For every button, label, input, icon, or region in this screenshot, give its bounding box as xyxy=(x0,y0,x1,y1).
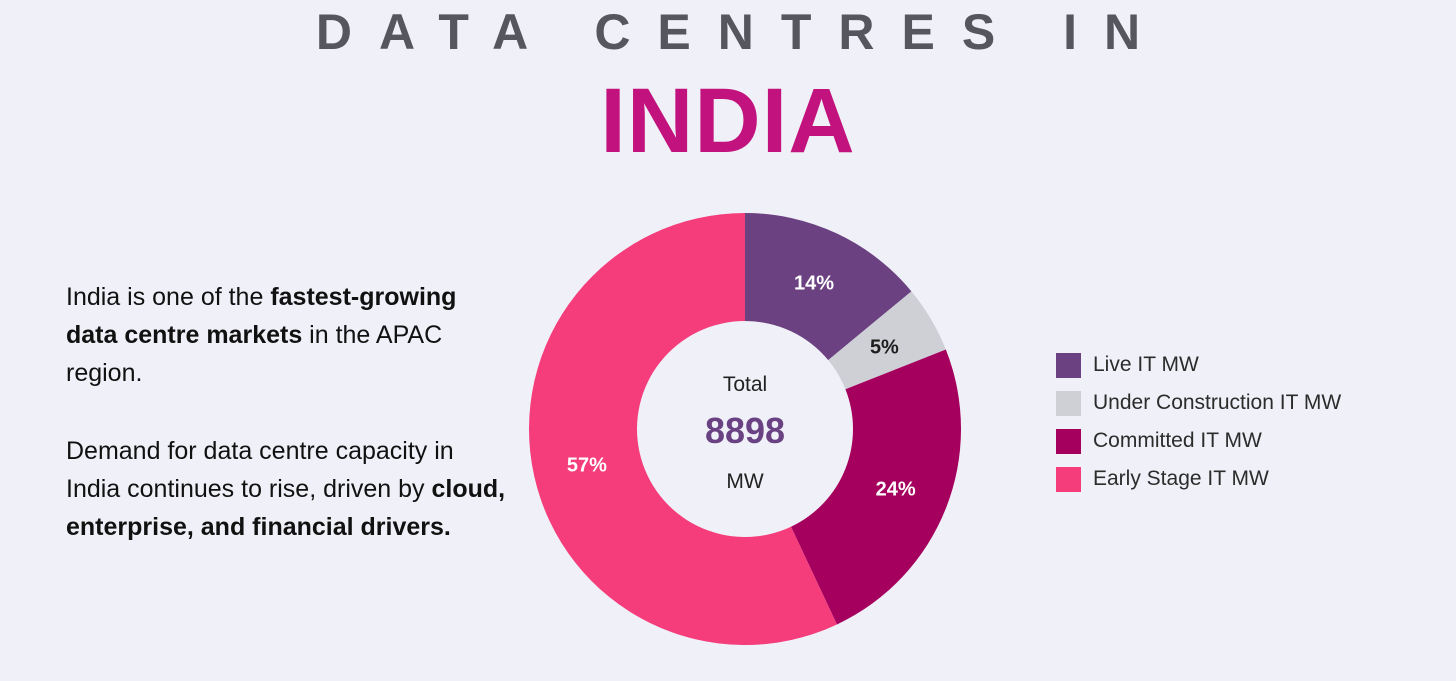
legend-item: Live IT MW xyxy=(1056,346,1341,384)
legend-item: Early Stage IT MW xyxy=(1056,460,1341,498)
legend-swatch xyxy=(1056,352,1081,378)
page-title: INDIA xyxy=(600,70,856,172)
legend-swatch xyxy=(1056,390,1081,416)
donut-slice-early-stage-it-mw xyxy=(528,213,837,646)
intro-text: India is one of the fastest-growing data… xyxy=(66,278,506,586)
intro-p1-text-a: India is one of the xyxy=(66,283,271,311)
intro-paragraph-2: Demand for data centre capacity in India… xyxy=(66,432,506,546)
intro-p1-bold: fastest-growing data centre markets xyxy=(66,283,457,349)
donut-slice-under-construction-it-mw xyxy=(828,291,946,390)
legend-swatch xyxy=(1056,428,1081,454)
donut-slice-labels: 14% 5% 24% 57% xyxy=(567,272,916,500)
slice-value-label: 5% xyxy=(870,337,899,359)
legend-item: Committed IT MW xyxy=(1056,422,1341,460)
legend-label: Early Stage IT MW xyxy=(1093,467,1269,490)
legend-item: Under Construction IT MW xyxy=(1056,384,1341,422)
intro-p2-text-a: Demand for data centre capacity in India… xyxy=(66,437,454,503)
slice-value-label: 14% xyxy=(794,272,834,294)
chart-legend: Live IT MW Under Construction IT MW Commit… xyxy=(1056,346,1341,498)
legend-swatch xyxy=(1056,466,1081,492)
intro-paragraph-1: India is one of the fastest-growing data… xyxy=(66,278,506,392)
legend-label: Live IT MW xyxy=(1093,353,1199,376)
legend-label: Under Construction IT MW xyxy=(1093,391,1342,414)
center-total-value: 8898 xyxy=(705,410,785,451)
legend-label: Committed IT MW xyxy=(1093,429,1262,452)
intro-p2-bold: cloud, enterprise, and financial drivers… xyxy=(66,475,506,541)
intro-p1-text-c: in the APAC region. xyxy=(66,321,443,387)
page-subtitle: DATA CENTRES IN xyxy=(315,4,1168,60)
donut-slices xyxy=(528,213,961,646)
slice-value-label: 57% xyxy=(567,454,607,476)
center-label-top: Total xyxy=(723,373,767,396)
slice-value-label: 24% xyxy=(876,479,916,501)
center-label-bottom: MW xyxy=(726,470,763,493)
donut-slice-live-it-mw xyxy=(745,213,912,361)
donut-slice-committed-it-mw xyxy=(790,349,961,625)
